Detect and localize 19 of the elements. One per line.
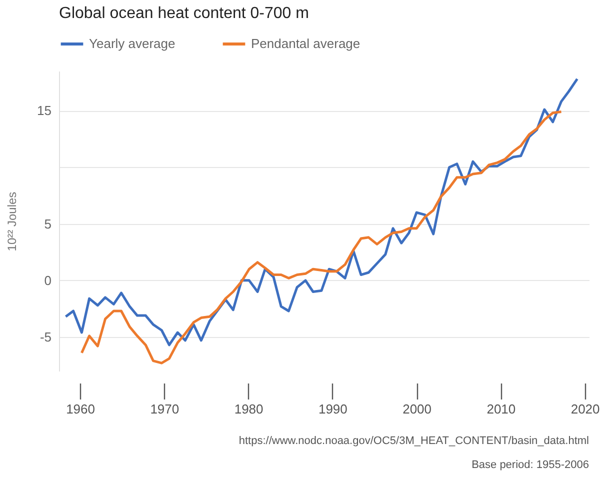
y-tick-label: 15	[37, 103, 52, 118]
y-tick-label: -5	[40, 330, 52, 345]
chart-title: Global ocean heat content 0-700 m	[59, 5, 309, 22]
text: https://www.nodc.noaa.gov/OC5/3M_HEAT_CONTENT/basin_data.html	[238, 435, 589, 447]
x-tick-label: 2000	[402, 402, 432, 416]
line-series	[64, 78, 578, 346]
y-tick-label: 0	[44, 272, 52, 288]
y-axis-title: 10²² Joules	[5, 192, 20, 252]
x-tick-label: 1970	[150, 402, 180, 416]
x-tick-label: 1980	[234, 402, 264, 416]
x-tick-label: 1990	[318, 402, 348, 416]
y-tick-label: 5	[44, 216, 52, 232]
legend-label: Yearly average	[89, 36, 176, 51]
text: Base period: 1955-2006	[472, 459, 589, 471]
x-tick-label: 2020	[570, 402, 600, 416]
x-tick-label: 2010	[486, 402, 516, 416]
legend-label: Pendantal average	[251, 36, 360, 51]
line-series	[80, 110, 562, 364]
x-tick-label: 1960	[66, 402, 95, 416]
